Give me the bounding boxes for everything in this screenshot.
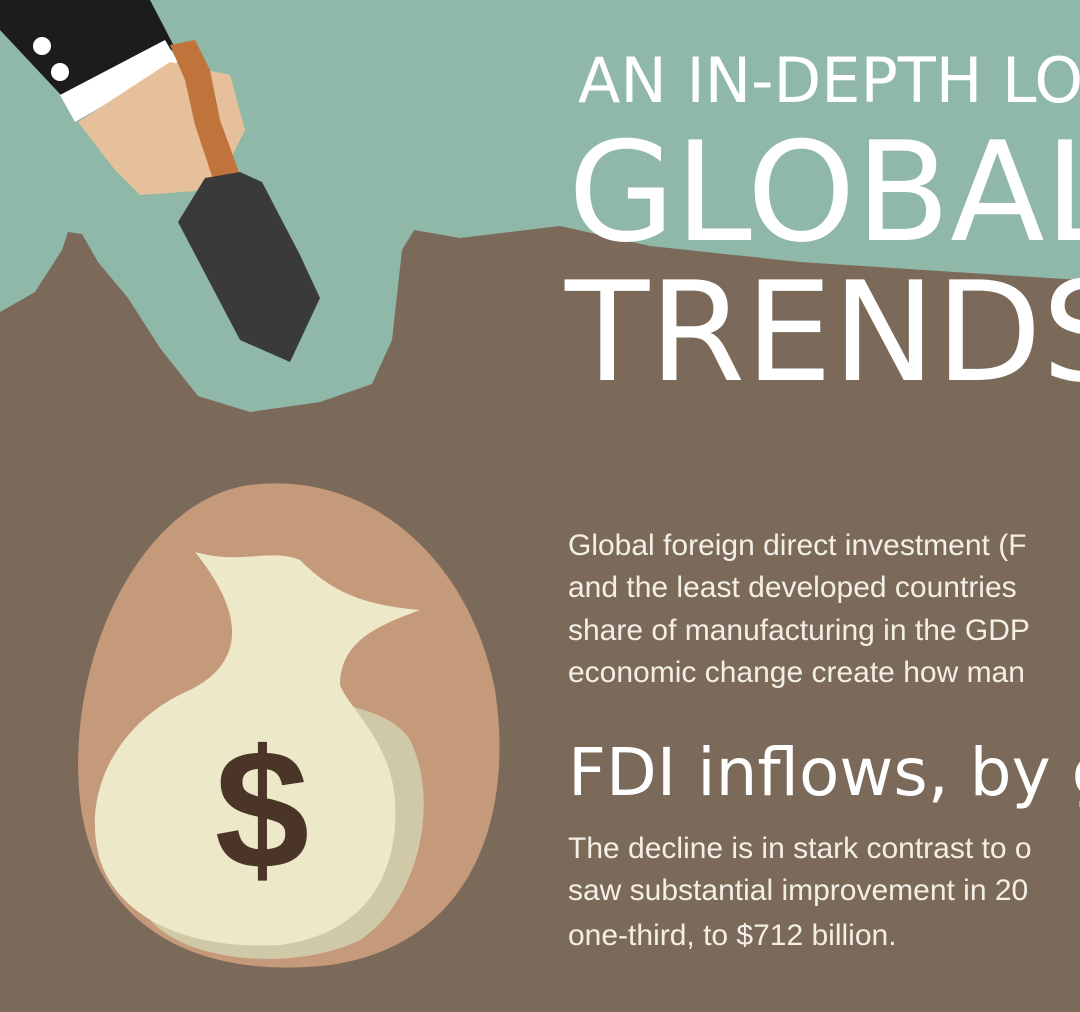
section-line: one-third, to $712 billion. (568, 919, 897, 952)
intro-line: share of manufacturing in the GDP (568, 614, 1030, 647)
money-bag (94, 552, 421, 946)
hand-trowel (0, 0, 320, 362)
title-line: GLOBAL (568, 112, 1080, 273)
kicker: AN IN-DEPTH LO (578, 44, 1080, 117)
section-line: saw substantial improvement in 20 (568, 874, 1028, 907)
section-heading: FDI inflows, by g (568, 734, 1080, 811)
dollar-symbol: $ (215, 715, 310, 905)
title-line: TRENDS (564, 252, 1080, 413)
intro-line: and the least developed countries (568, 571, 1017, 604)
intro-line: Global foreign direct investment (F (568, 529, 1027, 562)
intro-line: economic change create how man (568, 656, 1025, 689)
section-line: The decline is in stark contrast to o (568, 832, 1032, 865)
